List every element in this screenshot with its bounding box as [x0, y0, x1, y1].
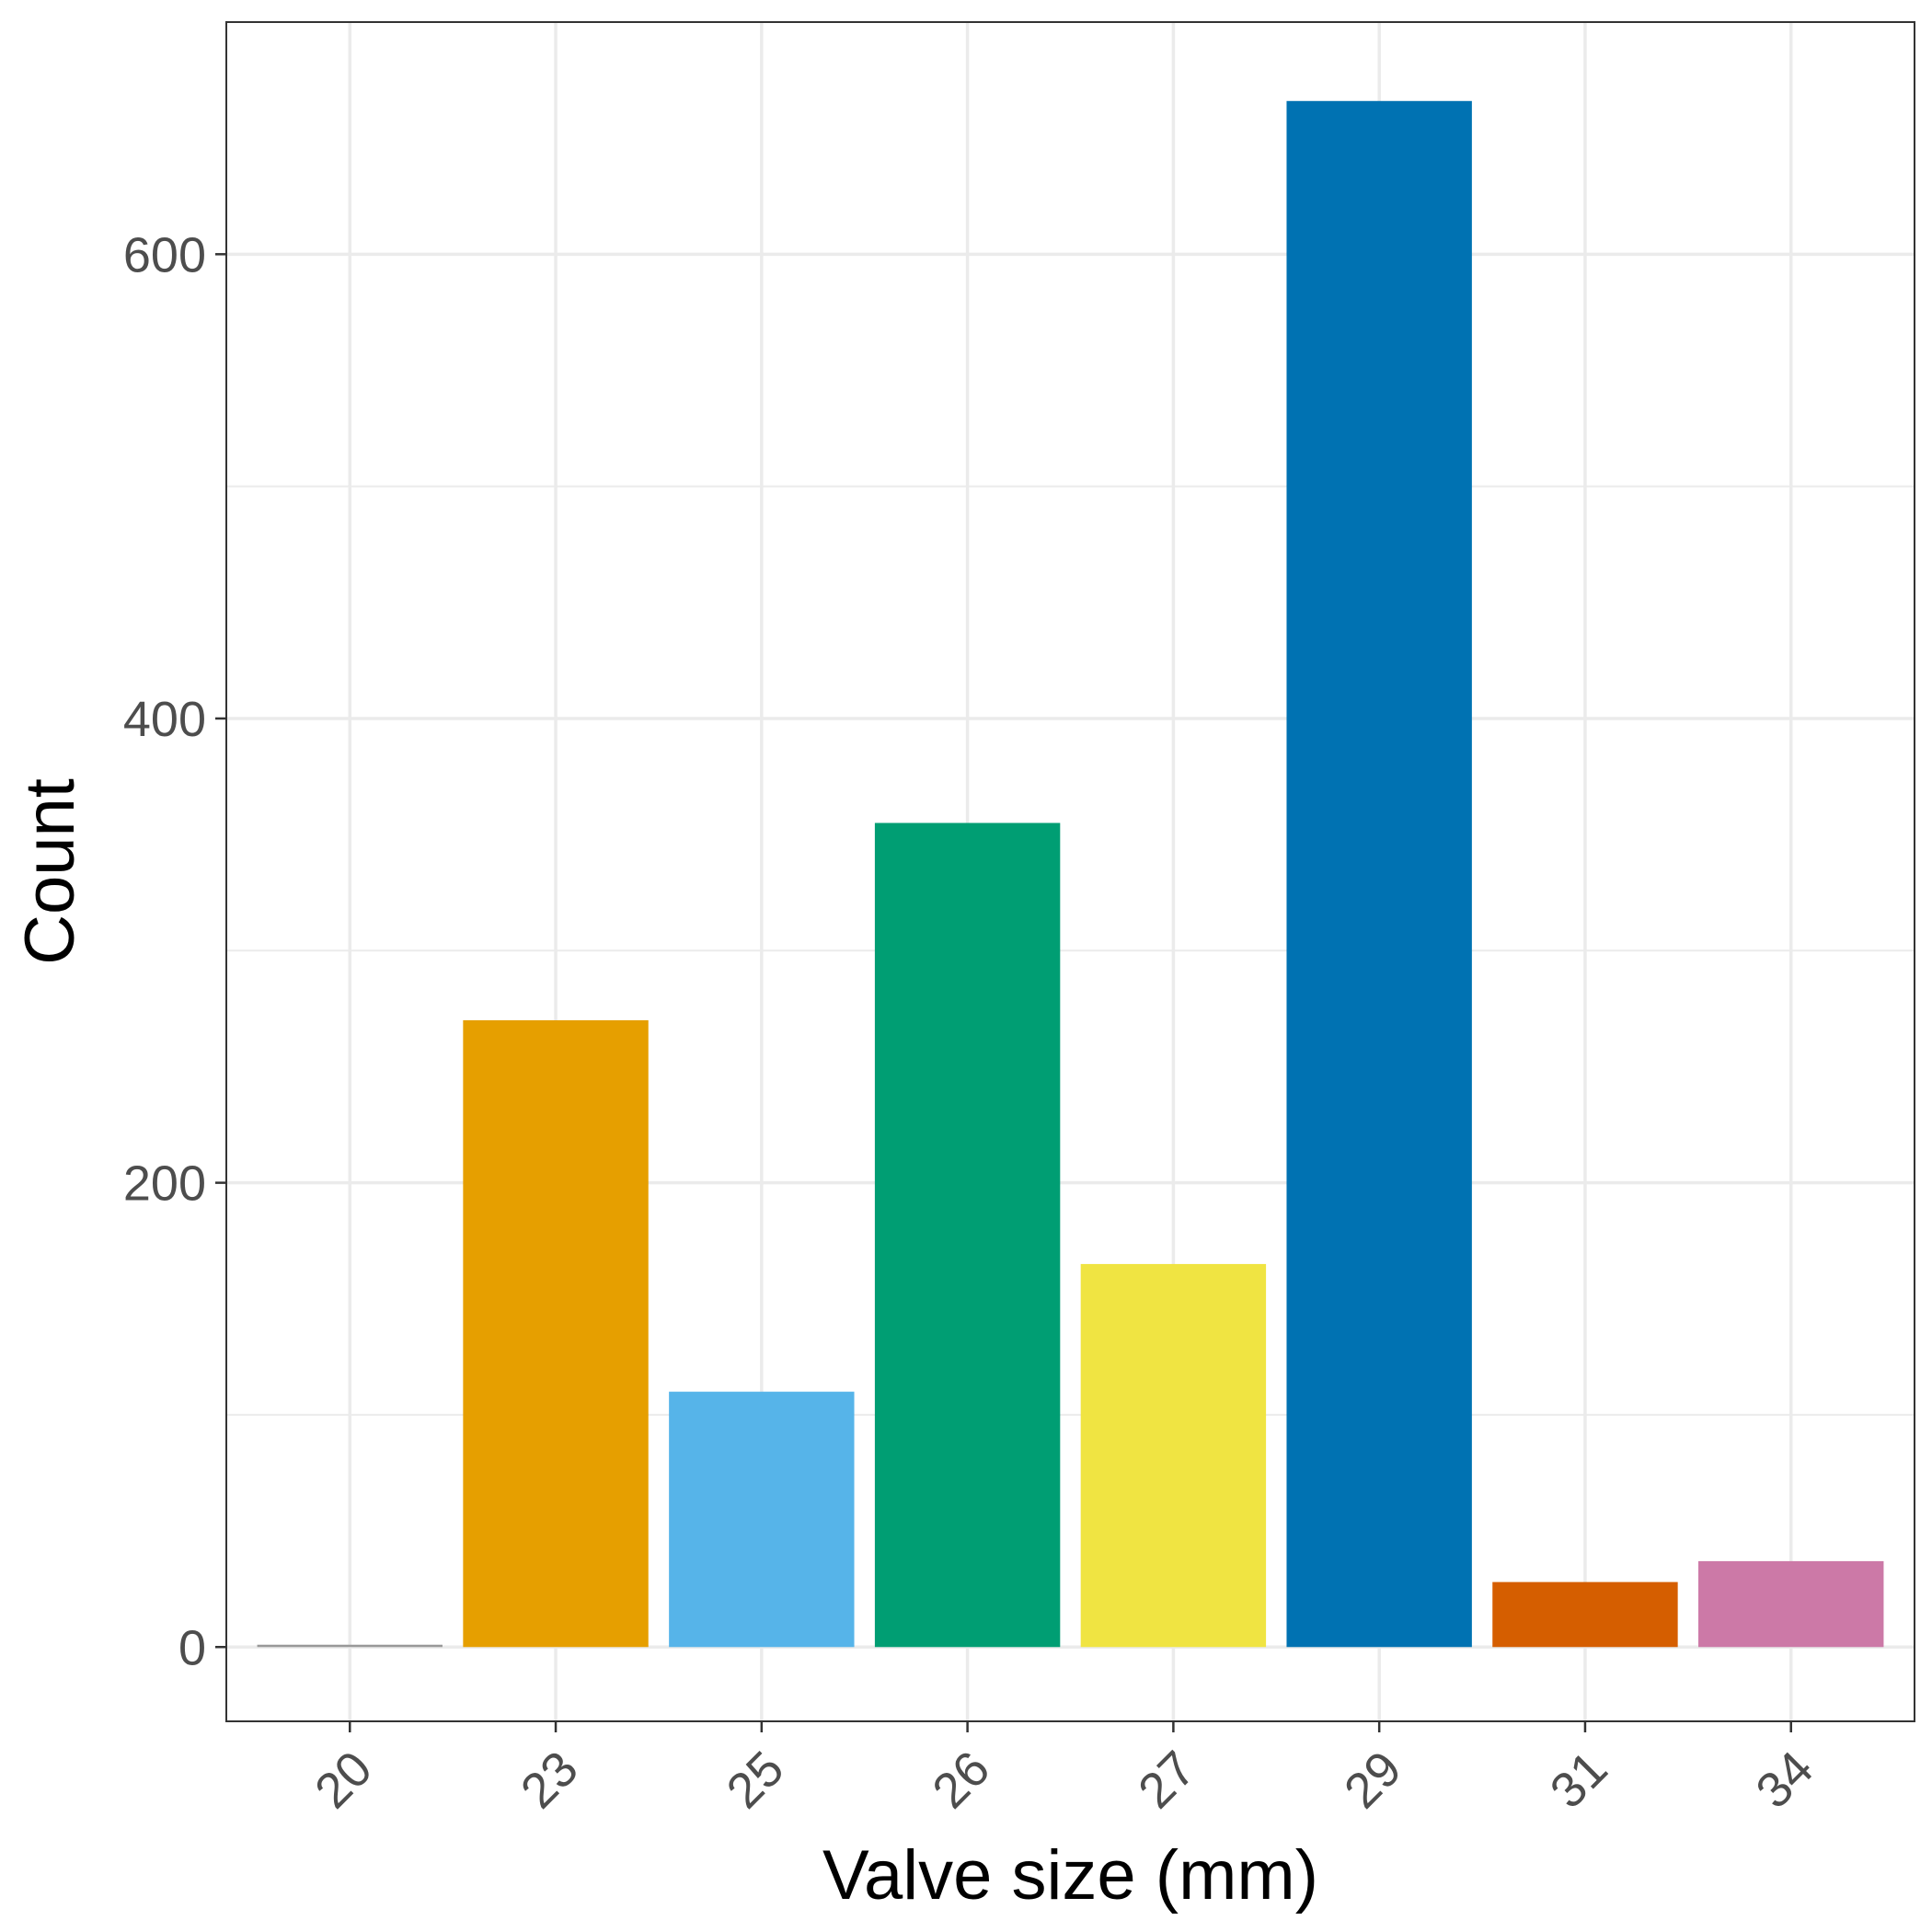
- x-tick-label: 29: [1334, 1741, 1412, 1819]
- bar-34: [1698, 1560, 1884, 1648]
- x-tick-label: 25: [717, 1741, 795, 1819]
- bar-29: [1286, 100, 1472, 1648]
- bar-27: [1080, 1263, 1267, 1648]
- x-tick-label: 34: [1745, 1741, 1823, 1819]
- bars: [257, 100, 1884, 1648]
- x-tick-label: 27: [1128, 1741, 1206, 1819]
- plot-panel-border: [225, 21, 1915, 1722]
- y-tick-label: 200: [123, 1156, 206, 1212]
- y-tick-label: 400: [123, 692, 206, 747]
- x-tick-label: 23: [511, 1741, 589, 1819]
- x-axis: 20 23 25 26 27 29 31 34: [305, 1721, 1823, 1819]
- bar-26: [874, 822, 1061, 1648]
- y-tick-label: 600: [123, 227, 206, 282]
- y-axis-title: Count: [11, 778, 89, 965]
- bar-23: [463, 1019, 649, 1648]
- bar-20: [257, 1644, 443, 1648]
- y-axis: 0 200 400 600: [123, 227, 226, 1675]
- x-tick-label: 20: [305, 1741, 383, 1819]
- x-tick-label: 26: [922, 1741, 1000, 1819]
- bar-25: [669, 1391, 855, 1648]
- y-tick-label: 0: [178, 1620, 206, 1675]
- x-axis-title: Valve size (mm): [822, 1836, 1318, 1915]
- x-tick-label: 31: [1540, 1741, 1618, 1819]
- bar-31: [1492, 1581, 1678, 1648]
